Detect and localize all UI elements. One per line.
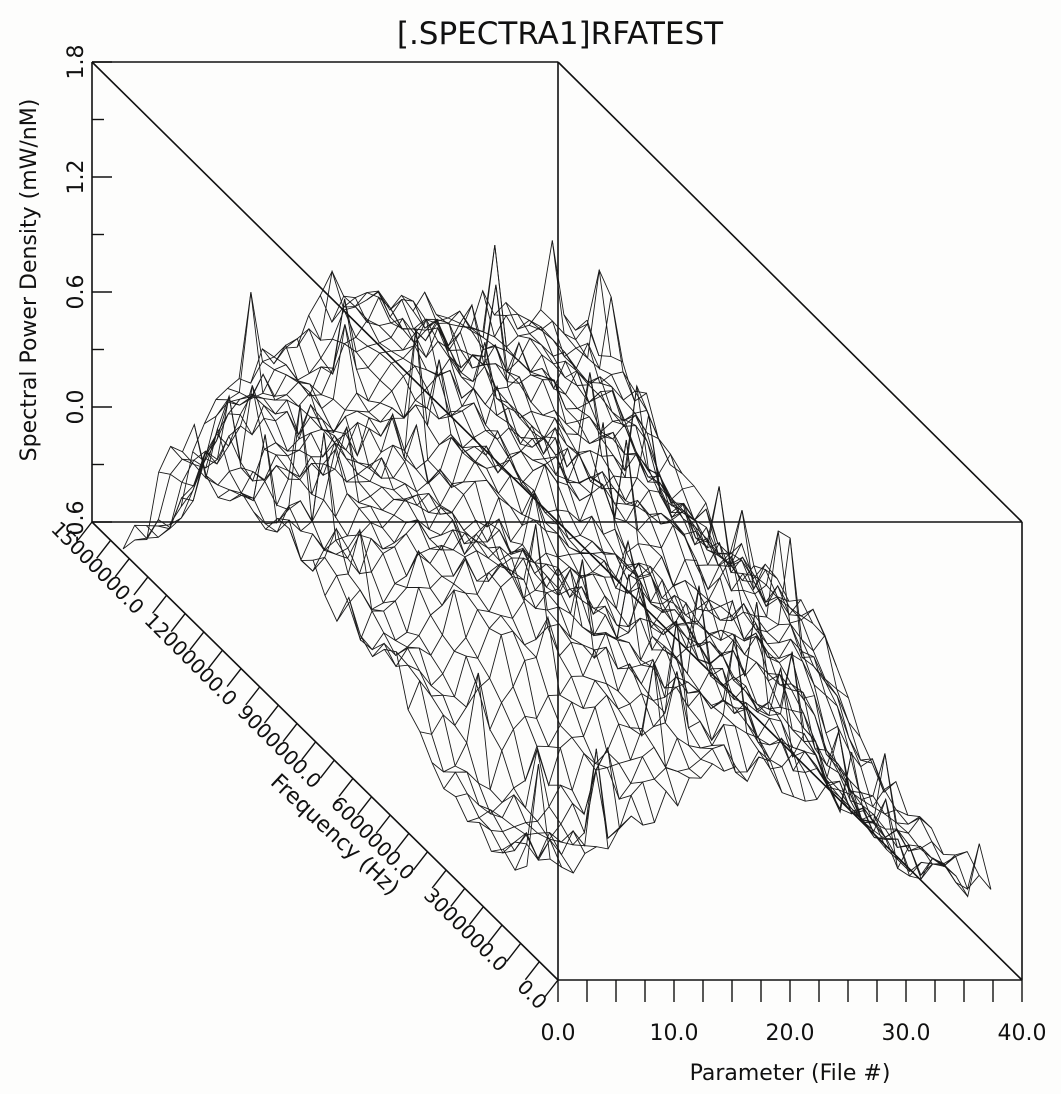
surface-line [436, 303, 841, 813]
surface-line [407, 524, 873, 764]
x-axis-label: Parameter (File #) [690, 1061, 891, 1086]
surface-line [205, 357, 671, 486]
surface-line [389, 298, 795, 797]
y-tick-mark [245, 686, 261, 706]
surface-line [482, 290, 887, 850]
surface-line [134, 269, 600, 541]
surface-line [377, 291, 783, 793]
y-tick-mark [77, 521, 93, 541]
surface-line [170, 298, 636, 465]
surface-line [491, 634, 956, 867]
y-tick-mark [152, 594, 168, 614]
y-tick-mark [357, 796, 373, 816]
surface-line [467, 666, 932, 839]
y-tick-mark [301, 741, 317, 761]
surface-line [419, 559, 885, 793]
z-tick-label: -0.6 [64, 501, 89, 544]
x-tick-label: 0.0 [541, 1021, 576, 1046]
y-tick-mark [394, 833, 410, 852]
surface-line [146, 244, 612, 540]
y-tick-mark [524, 961, 540, 981]
surface-mesh [122, 240, 992, 898]
surface-line [514, 744, 980, 890]
box-floor-diagonal [557, 521, 1023, 981]
surface-line [479, 620, 944, 855]
surface-line [348, 532, 814, 642]
z-tick-label: 1.2 [64, 160, 89, 195]
surface-line [253, 405, 719, 544]
surface-line [384, 541, 849, 699]
x-tick-label: 20.0 [766, 1021, 815, 1046]
axis-ticks [77, 61, 1023, 1002]
y-tick-mark [207, 649, 224, 669]
tick-labels: -0.6 0.0 0.6 1.2 1.8 0.0 10.0 20.0 30.0 40.0 15000… [46, 45, 1046, 1047]
surface-line [336, 490, 802, 622]
surface-line [360, 530, 826, 651]
surface-line [217, 342, 683, 498]
surface-line [431, 602, 897, 808]
y-tick-mark [282, 723, 298, 742]
z-tick-label: 1.8 [64, 45, 89, 80]
x-tick-label: 10.0 [650, 1021, 699, 1046]
y-tick-mark [170, 613, 186, 633]
y-tick-label: 0.0 [512, 975, 551, 1014]
y-axis-line [91, 521, 559, 981]
y-tick-mark [543, 979, 559, 999]
surface-line [324, 515, 790, 603]
y-tick-mark [96, 539, 112, 559]
surface-line [182, 324, 647, 469]
surface-line [122, 240, 588, 550]
y-tick-mark [450, 887, 466, 907]
y-tick-mark [468, 906, 484, 926]
y-tick-mark [263, 704, 279, 724]
surface-line [372, 537, 837, 667]
surface-line [502, 724, 968, 876]
surface-line [308, 315, 713, 765]
surface-line [300, 463, 766, 591]
y-tick-mark [226, 668, 242, 687]
y-tick-mark [114, 558, 130, 578]
y-tick-mark [319, 759, 335, 779]
x-tick-label: 40.0 [998, 1021, 1047, 1046]
surface-line [265, 385, 730, 556]
y-tick-mark [412, 851, 429, 871]
surface-line [229, 387, 695, 502]
surface-line [241, 328, 707, 522]
surface-line [395, 568, 861, 738]
y-tick-mark [338, 778, 354, 797]
z-axis-label: Spectral Power Density (mW/nM) [17, 99, 42, 462]
z-tick-label: 0.0 [64, 390, 89, 425]
box-top-diagonal [557, 61, 1023, 523]
y-tick-label: 15000000.0 [46, 517, 148, 619]
surface-line [455, 651, 920, 825]
surface-line [169, 405, 574, 874]
surface-line [526, 752, 992, 898]
y-tick-mark [189, 631, 205, 651]
y-tick-mark [431, 869, 447, 889]
y-tick-mark [133, 576, 149, 596]
z-tick-label: 0.6 [64, 275, 89, 310]
surface-line [586, 320, 992, 890]
chart-title: [.SPECTRA1]RFATEST [397, 16, 724, 52]
surface-line [443, 585, 908, 816]
surface-line [412, 310, 818, 800]
box-back-diagonal [91, 61, 559, 523]
y-tick-mark [487, 924, 503, 944]
surface-line [273, 344, 679, 807]
y-tick-mark [506, 942, 522, 962]
x-tick-label: 30.0 [882, 1021, 931, 1046]
surface-line [277, 414, 742, 567]
y-tick-mark [375, 814, 391, 834]
axis-box [91, 61, 1023, 981]
y-tick-label: 12000000.0 [140, 608, 242, 710]
